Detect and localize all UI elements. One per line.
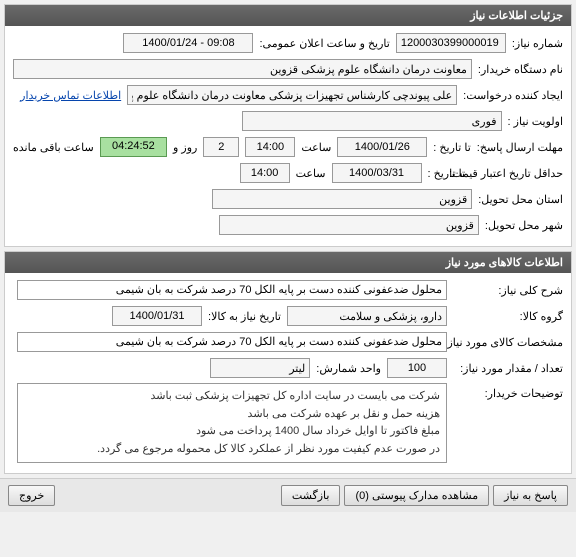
deadline-time-label: ساعت — [301, 141, 331, 154]
validity-date-field — [332, 163, 422, 183]
view-attachments-button[interactable]: مشاهده مدارک پیوستی (0) — [344, 485, 489, 506]
delivery-city-field — [219, 215, 479, 235]
respond-button[interactable]: پاسخ به نیاز — [493, 485, 568, 506]
priority-label: اولویت نیاز : — [508, 115, 563, 128]
priority-field — [242, 111, 502, 131]
buyer-notes-field: شرکت می بایست در سایت اداره کل تجهیزات پ… — [17, 383, 447, 463]
public-datetime-field — [123, 33, 253, 53]
min-validity-label: حداقل تاریخ اعتبار قیمت: — [471, 167, 563, 180]
validity-time-label: ساعت — [296, 167, 326, 180]
row-qty: تعداد / مقدار مورد نیاز: واحد شمارش: — [13, 357, 563, 379]
goods-group-label: گروه کالا: — [453, 310, 563, 323]
deadline-upto-label: تا تاریخ : — [433, 141, 470, 154]
buyer-note-line: مبلغ فاکتور تا اوایل خرداد سال 1400 پردا… — [24, 423, 440, 441]
goods-spec-field: محلول ضدعفونی کننده دست بر پایه الکل 70 … — [17, 332, 447, 352]
unit-label: واحد شمارش: — [316, 362, 381, 375]
deadline-label: مهلت ارسال پاسخ: — [477, 141, 563, 154]
delivery-province-field — [212, 189, 472, 209]
days-label: روز و — [173, 141, 197, 154]
remaining-time-box: 04:24:52 — [100, 137, 167, 157]
buyer-notes-label: توضیحات خریدار: — [453, 383, 563, 400]
requester-label: ایجاد کننده درخواست: — [463, 89, 563, 102]
row-buyer-notes: توضیحات خریدار: شرکت می بایست در سایت اد… — [13, 383, 563, 463]
row-buyer-org: نام دستگاه خریدار: — [13, 58, 563, 80]
exit-button[interactable]: خروج — [8, 485, 55, 506]
qty-field — [387, 358, 447, 378]
row-requester: ایجاد کننده درخواست: اطلاعات تماس خریدار — [13, 84, 563, 106]
deadline-date-field — [337, 137, 427, 157]
buyer-note-line: در صورت عدم کیفیت مورد نظر از عملکرد کال… — [24, 441, 440, 459]
requester-field — [127, 85, 457, 105]
row-goods-group: گروه کالا: تاریخ نیاز به کالا: — [13, 305, 563, 327]
row-need-number: شماره نیاز: تاریخ و ساعت اعلان عمومی: — [13, 32, 563, 54]
goods-spec-label: مشخصات کالای مورد نیاز: — [453, 336, 563, 349]
need-date-label: تاریخ نیاز به کالا: — [208, 310, 281, 323]
remaining-label: ساعت باقی مانده — [13, 141, 94, 154]
buyer-note-line: هزینه حمل و نقل بر عهده شرکت می باشد — [24, 406, 440, 424]
row-goods-spec: مشخصات کالای مورد نیاز: محلول ضدعفونی کن… — [13, 331, 563, 353]
row-validity: حداقل تاریخ اعتبار قیمت: تا تاریخ : ساعت — [13, 162, 563, 184]
goods-info-panel: اطلاعات کالاهای مورد نیاز شرح کلی نیاز: … — [4, 251, 572, 474]
unit-field — [210, 358, 310, 378]
goods-info-body: شرح کلی نیاز: محلول ضدعفونی کننده دست بر… — [5, 273, 571, 473]
need-desc-field: محلول ضدعفونی کننده دست بر پایه الکل 70 … — [17, 280, 447, 300]
buyer-org-field — [13, 59, 472, 79]
need-number-label: شماره نیاز: — [512, 37, 563, 50]
days-field — [203, 137, 239, 157]
row-deadline: مهلت ارسال پاسخ: تا تاریخ : ساعت روز و 0… — [13, 136, 563, 158]
need-number-field — [396, 33, 506, 53]
validity-time-field — [240, 163, 290, 183]
buyer-org-label: نام دستگاه خریدار: — [478, 63, 563, 76]
delivery-city-label: شهر محل تحویل: — [485, 219, 563, 232]
buyer-note-line: شرکت می بایست در سایت اداره کل تجهیزات پ… — [24, 388, 440, 406]
row-priority: اولویت نیاز : — [13, 110, 563, 132]
qty-label: تعداد / مقدار مورد نیاز: — [453, 362, 563, 375]
need-date-field — [112, 306, 202, 326]
need-details-body: شماره نیاز: تاریخ و ساعت اعلان عمومی: نا… — [5, 26, 571, 246]
goods-info-header: اطلاعات کالاهای مورد نیاز — [5, 252, 571, 273]
delivery-province-label: استان محل تحویل: — [478, 193, 563, 206]
deadline-time-field — [245, 137, 295, 157]
goods-group-field — [287, 306, 447, 326]
need-desc-label: شرح کلی نیاز: — [453, 284, 563, 297]
row-need-desc: شرح کلی نیاز: محلول ضدعفونی کننده دست بر… — [13, 279, 563, 301]
public-datetime-label: تاریخ و ساعت اعلان عمومی: — [259, 37, 389, 50]
need-details-header: جزئیات اطلاعات نیاز — [5, 5, 571, 26]
validity-upto-label: تا تاریخ : — [428, 167, 465, 180]
need-details-panel: جزئیات اطلاعات نیاز شماره نیاز: تاریخ و … — [4, 4, 572, 247]
bottom-action-bar: پاسخ به نیاز مشاهده مدارک پیوستی (0) باز… — [0, 478, 576, 512]
row-delivery-province: استان محل تحویل: — [13, 188, 563, 210]
row-delivery-city: شهر محل تحویل: — [13, 214, 563, 236]
back-button[interactable]: بازگشت — [281, 485, 341, 506]
buyer-contact-link[interactable]: اطلاعات تماس خریدار — [20, 89, 121, 102]
